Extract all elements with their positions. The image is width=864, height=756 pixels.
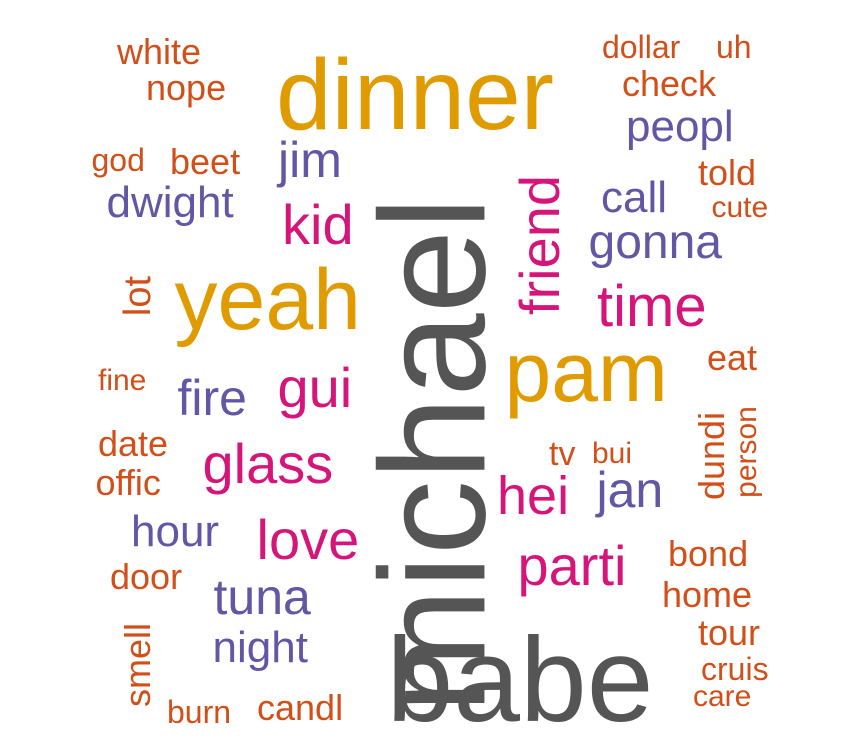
word-care: care [693, 680, 752, 713]
word-jim: jim [278, 132, 342, 188]
word-bond: bond [668, 533, 749, 574]
word-friend: friend [508, 174, 572, 316]
word-lot: lot [117, 275, 160, 317]
word-glass: glass [202, 432, 334, 495]
word-tour: tour [698, 612, 761, 653]
word-god: god [91, 142, 145, 178]
word-white: white [117, 31, 202, 72]
word-babe: babe [386, 613, 654, 747]
word-beet: beet [170, 141, 241, 182]
word-told: told [698, 152, 757, 193]
word-call: call [601, 173, 668, 222]
word-cruis: cruis [701, 651, 769, 687]
word-cute: cute [711, 191, 769, 224]
word-hour: hour [131, 507, 220, 556]
word-tv: tv [549, 435, 576, 473]
word-uh: uh [716, 29, 752, 65]
word-pam: pam [504, 325, 668, 419]
word-kid: kid [282, 193, 354, 256]
word-parti: parti [517, 534, 627, 597]
word-bui: bui [592, 437, 633, 470]
word-tuna: tuna [213, 569, 311, 625]
word-home: home [662, 574, 753, 615]
word-dwight: dwight [106, 178, 234, 227]
word-night: night [212, 623, 308, 672]
word-check: check [622, 63, 717, 104]
word-fine: fine [98, 364, 147, 397]
word-love: love [256, 508, 360, 571]
word-gui: gui [277, 356, 353, 419]
word-date: date [98, 423, 169, 464]
word-candl: candl [257, 687, 344, 728]
word-burn: burn [167, 694, 232, 730]
word-dollar: dollar [602, 29, 681, 65]
word-nope: nope [146, 67, 227, 108]
word-gonna: gonna [588, 216, 722, 269]
word-jan: jan [596, 462, 664, 518]
word-time: time [597, 274, 707, 339]
word-person: person [729, 406, 763, 498]
word-offic: offic [95, 462, 161, 503]
word-dinner: dinner [276, 39, 554, 151]
word-yeah: yeah [174, 252, 362, 348]
word-dundi: dundi [691, 411, 733, 501]
word-hei: hei [497, 466, 570, 526]
word-door: door [110, 556, 183, 597]
word-eat: eat [707, 337, 758, 378]
word-smell: smell [117, 622, 159, 708]
word-peopl: peopl [626, 102, 734, 151]
word-fire: fire [177, 370, 247, 426]
